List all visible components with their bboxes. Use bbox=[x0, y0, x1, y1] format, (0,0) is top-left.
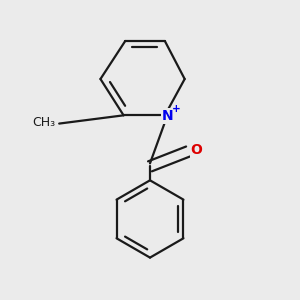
Text: CH₃: CH₃ bbox=[32, 116, 56, 130]
Text: N: N bbox=[161, 109, 173, 123]
Text: +: + bbox=[172, 104, 181, 114]
Text: O: O bbox=[190, 143, 202, 157]
